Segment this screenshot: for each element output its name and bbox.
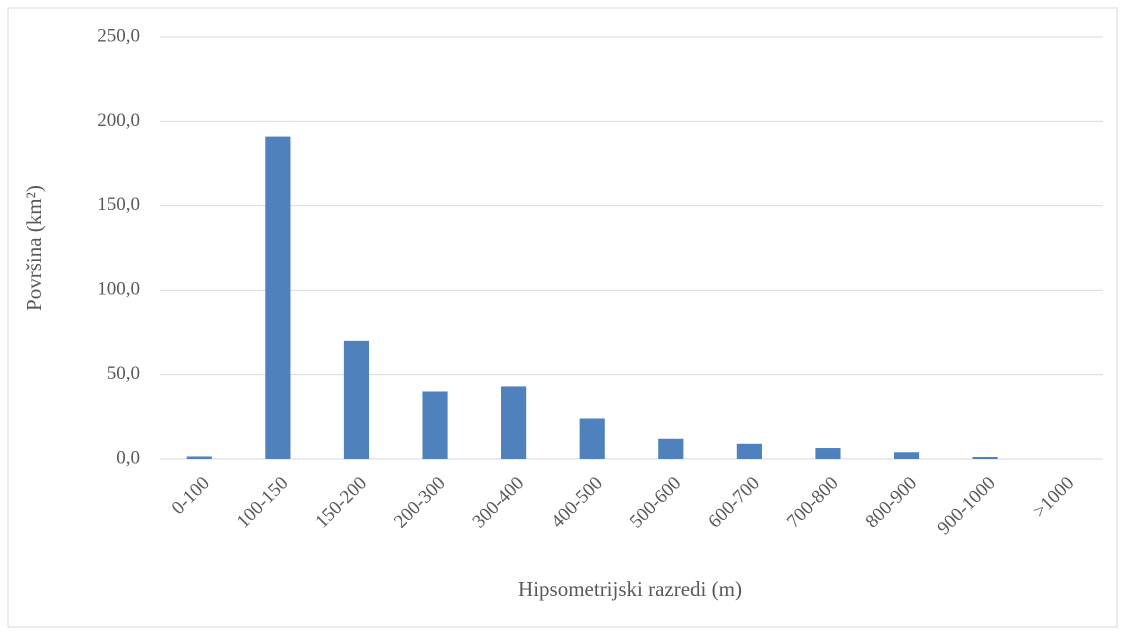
bar <box>893 452 920 459</box>
x-tick-label: 100-150 <box>233 473 293 533</box>
x-tick-label: 200-300 <box>390 473 450 533</box>
y-tick-label: 50,0 <box>107 363 140 384</box>
x-tick-label: 400-500 <box>547 473 607 533</box>
x-tick-label: 700-800 <box>783 473 843 533</box>
x-tick-label: 150-200 <box>311 473 371 533</box>
x-tick-label: 800-900 <box>862 473 922 533</box>
x-axis-title: Hipsometrijski razredi (m) <box>518 577 742 601</box>
bar <box>815 448 841 459</box>
x-tick-label: 0-100 <box>168 473 214 519</box>
bar <box>579 418 605 459</box>
bar <box>658 438 684 459</box>
bar <box>501 386 527 459</box>
y-axis-title: Površina (km²) <box>22 185 46 311</box>
x-tick-label: 600-700 <box>704 473 764 533</box>
bar <box>422 391 448 459</box>
bar <box>736 443 762 459</box>
x-tick-label: >1000 <box>1029 473 1078 522</box>
y-tick-label: 0,0 <box>116 447 140 468</box>
bar <box>972 456 998 459</box>
y-tick-label: 150,0 <box>97 194 140 215</box>
y-tick-label: 250,0 <box>97 25 140 46</box>
chart-border <box>7 7 1118 628</box>
bar <box>265 136 291 460</box>
bar <box>343 340 370 459</box>
y-tick-label: 200,0 <box>97 110 140 131</box>
x-tick-label: 300-400 <box>469 473 529 533</box>
bar <box>186 456 212 459</box>
y-tick-label: 100,0 <box>97 279 140 300</box>
x-tick-label: 900-1000 <box>933 473 999 539</box>
x-tick-label: 500-600 <box>626 473 686 533</box>
